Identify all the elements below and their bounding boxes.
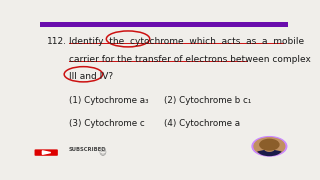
Text: SUBSCRIBED: SUBSCRIBED — [68, 147, 106, 152]
Text: ☺: ☺ — [98, 148, 106, 157]
Text: Identify  the  cytochrome  which  acts  as  a  mobile: Identify the cytochrome which acts as a … — [68, 37, 304, 46]
Text: III and IV?: III and IV? — [68, 72, 113, 81]
Circle shape — [254, 138, 285, 155]
Text: carrier for the transfer of electrons between complex: carrier for the transfer of electrons be… — [68, 55, 310, 64]
FancyBboxPatch shape — [35, 149, 58, 156]
Text: (4) Cytochrome a: (4) Cytochrome a — [164, 119, 240, 128]
Polygon shape — [42, 151, 51, 154]
FancyBboxPatch shape — [40, 22, 288, 27]
Text: (3) Cytochrome c: (3) Cytochrome c — [68, 119, 144, 128]
Wedge shape — [257, 150, 282, 156]
Text: (2) Cytochrome b c₁: (2) Cytochrome b c₁ — [164, 96, 252, 105]
Text: 112.: 112. — [47, 37, 68, 46]
Circle shape — [260, 139, 279, 150]
Text: (1) Cytochrome a₃: (1) Cytochrome a₃ — [68, 96, 148, 105]
Circle shape — [252, 137, 287, 156]
